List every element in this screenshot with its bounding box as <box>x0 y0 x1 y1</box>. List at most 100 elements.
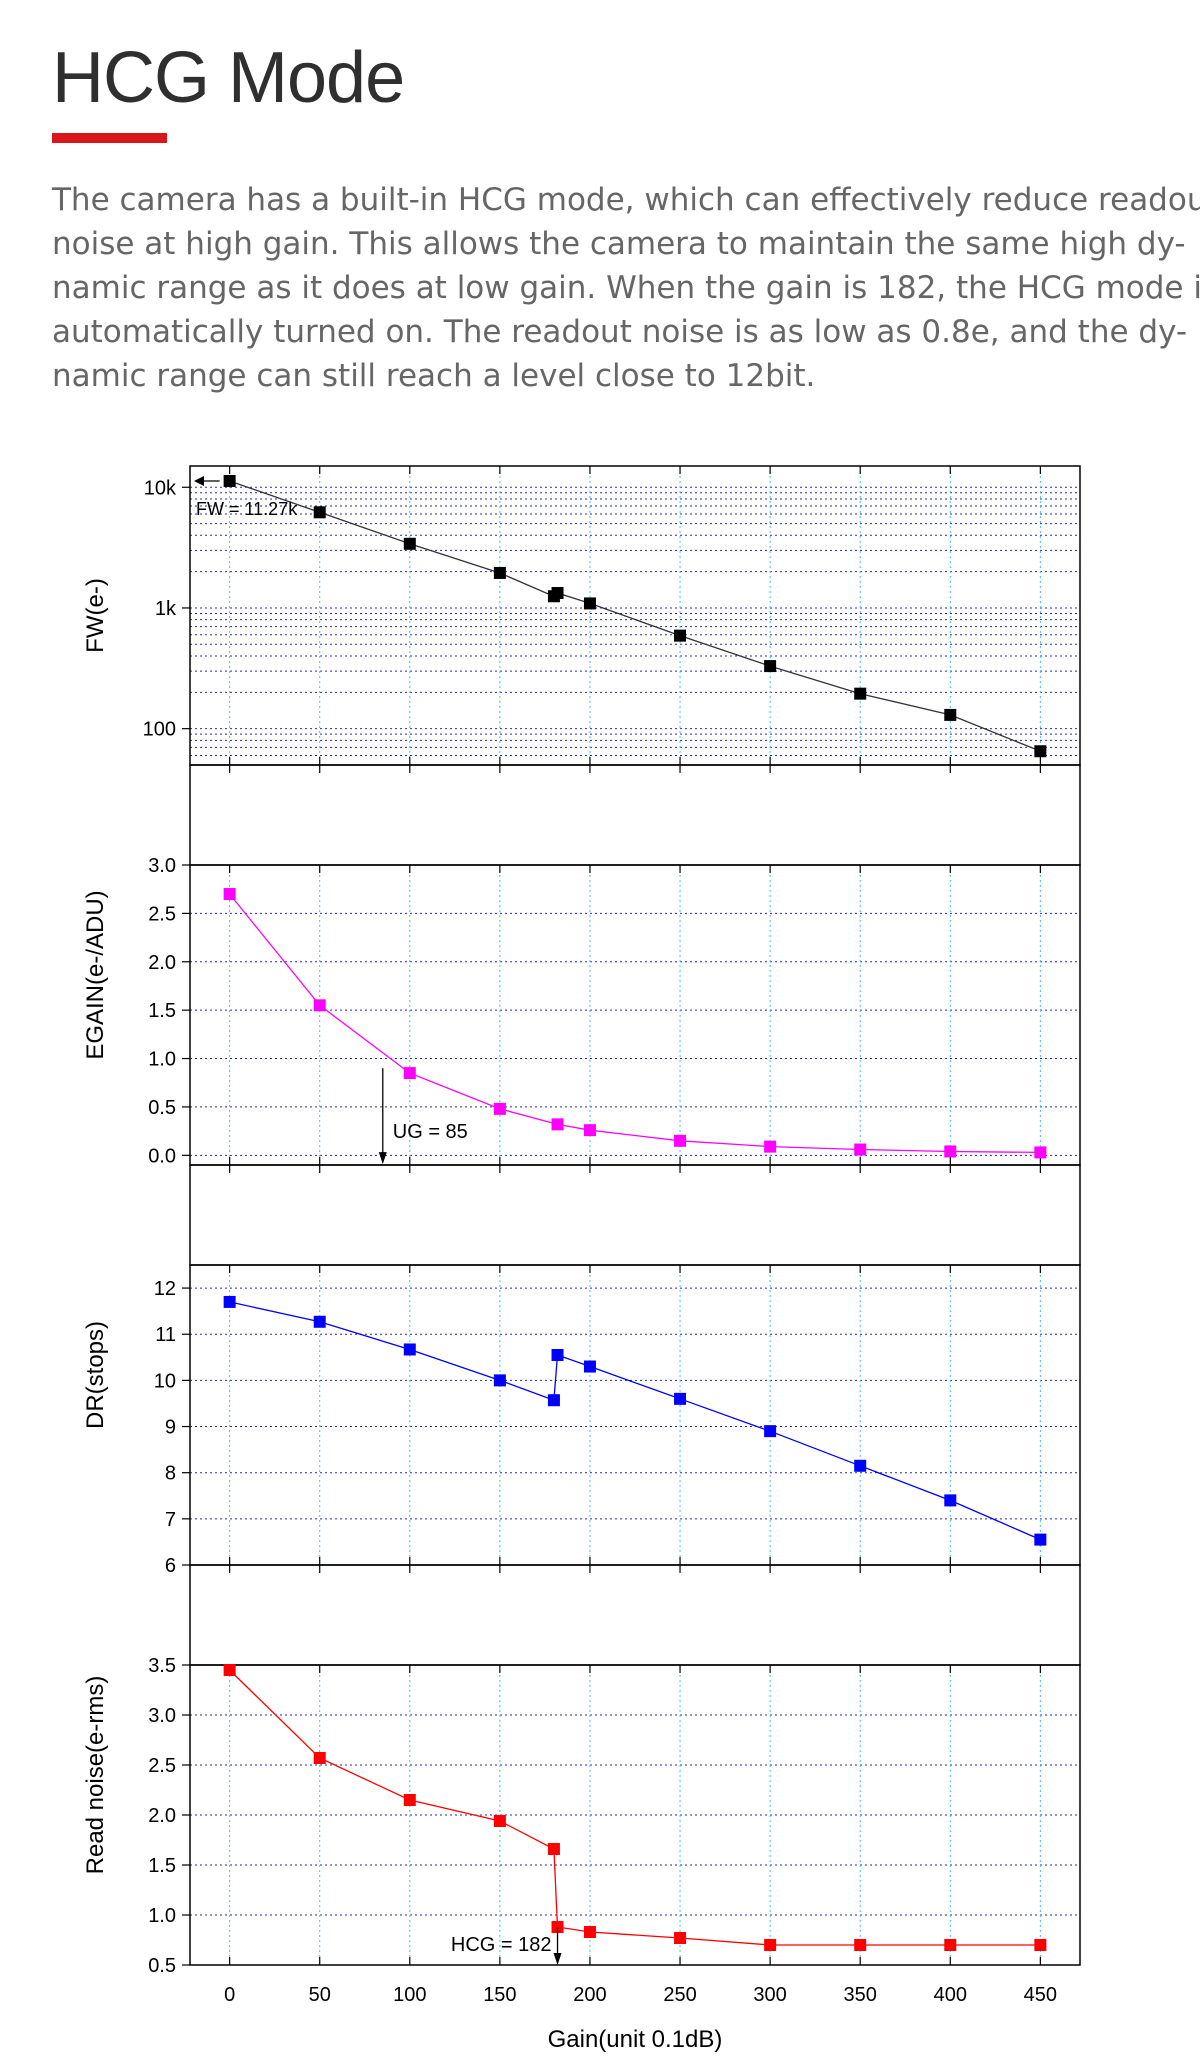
annotation-label: UG = 85 <box>393 1121 468 1143</box>
data-point <box>547 1394 560 1407</box>
data-point <box>944 708 957 721</box>
data-point <box>583 597 596 610</box>
y-axis-label: DR(stops) <box>82 1321 109 1429</box>
panel-frame <box>189 1264 1081 1566</box>
data-point <box>493 566 506 579</box>
data-point <box>313 999 326 1012</box>
data-point <box>403 1794 416 1806</box>
y-tick-label: 100 <box>143 719 176 741</box>
data-point <box>403 1343 416 1356</box>
data-point <box>403 1067 416 1080</box>
data-point <box>223 474 236 487</box>
panel-frame <box>189 864 1081 1166</box>
x-axis-label: Gain(unit 0.1dB) <box>548 2026 723 2053</box>
y-tick-label: 2.5 <box>148 903 176 925</box>
x-tick-label: 250 <box>663 1984 696 2006</box>
description-line: automatically turned on. The readout noi… <box>52 314 1188 350</box>
data-point <box>223 888 236 901</box>
data-point <box>854 1459 867 1472</box>
y-tick-label: 11 <box>155 1324 176 1346</box>
y-tick-label: 2.0 <box>148 1805 176 1827</box>
data-point <box>493 1815 506 1827</box>
description-line: namic range as it does at low gain. When… <box>52 270 1200 306</box>
title-underline <box>52 133 167 143</box>
x-tick-label: 400 <box>934 1984 967 2006</box>
y-tick-label: 1.0 <box>148 1905 176 1927</box>
data-point <box>674 1392 687 1405</box>
data-point <box>944 1145 957 1158</box>
series-line <box>229 480 1041 752</box>
x-tick-label: 50 <box>309 1984 331 2006</box>
y-tick-label: 3.0 <box>148 855 176 877</box>
data-point <box>551 1349 564 1361</box>
data-point <box>1034 1146 1047 1159</box>
x-tick-label: 300 <box>753 1984 786 2006</box>
data-point <box>547 1843 560 1855</box>
y-tick-label: 12 <box>154 1278 176 1300</box>
y-tick-label: 2.5 <box>148 1755 176 1777</box>
x-tick-label: 0 <box>224 1984 235 2006</box>
y-tick-label: 7 <box>165 1509 176 1531</box>
data-point <box>1034 1939 1047 1951</box>
x-tick-label: 450 <box>1024 1984 1057 2006</box>
spacer-frame <box>189 764 1081 866</box>
x-tick-label: 350 <box>844 1984 877 2006</box>
data-point <box>674 1932 687 1944</box>
data-point <box>551 1921 564 1933</box>
data-point <box>313 1315 326 1328</box>
data-point <box>674 1134 687 1147</box>
series-line <box>229 893 1041 1154</box>
spacer-frame <box>189 1564 1081 1666</box>
description-line: noise at high gain. This allows the came… <box>52 226 1186 262</box>
data-point <box>944 1494 957 1507</box>
data-point <box>764 660 777 673</box>
y-tick-label: 0.5 <box>148 1097 176 1119</box>
spacer-frame <box>189 1164 1081 1266</box>
annotation-label: HCG = 182 <box>451 1934 552 1956</box>
data-point <box>551 587 564 600</box>
series-line <box>229 1669 1041 1946</box>
description-line: The camera has a built-in HCG mode, whic… <box>52 182 1200 218</box>
data-point <box>551 1118 564 1131</box>
y-tick-label: 3.0 <box>148 1705 176 1727</box>
y-tick-label: 1.5 <box>148 1000 176 1022</box>
data-point <box>674 629 687 642</box>
y-tick-label: 2.0 <box>148 952 176 974</box>
y-tick-label: 9 <box>165 1417 176 1439</box>
data-point <box>403 537 416 550</box>
y-tick-label: 1k <box>155 598 177 620</box>
data-point <box>854 1143 867 1156</box>
x-tick-label: 200 <box>573 1984 606 2006</box>
y-tick-label: 10 <box>154 1370 176 1392</box>
y-tick-label: 1.5 <box>148 1855 176 1877</box>
data-point <box>313 506 326 519</box>
y-tick-label: 0.5 <box>148 1955 176 1977</box>
y-tick-label: 8 <box>165 1463 176 1485</box>
data-point <box>764 1140 777 1153</box>
series-line <box>229 1301 1041 1541</box>
y-tick-label: 0.0 <box>148 1145 176 1167</box>
data-point <box>223 1295 236 1308</box>
y-tick-label: 1.0 <box>148 1049 176 1071</box>
annotation-arrowhead <box>553 1953 562 1965</box>
description-paragraph: The camera has a built-in HCG mode, whic… <box>52 178 1200 398</box>
data-point <box>583 1360 596 1373</box>
data-point <box>583 1124 596 1137</box>
data-point <box>1034 745 1047 758</box>
annotation-arrowhead <box>378 1152 387 1165</box>
data-point <box>854 687 867 700</box>
data-point <box>854 1939 867 1951</box>
data-point <box>493 1374 506 1387</box>
x-tick-label: 150 <box>483 1984 516 2006</box>
data-point <box>493 1102 506 1115</box>
y-axis-label: FW(e-) <box>82 578 109 653</box>
annotation-arrowhead <box>194 475 204 486</box>
y-axis-label: Read noise(e-rms) <box>82 1676 109 1875</box>
data-point <box>944 1939 957 1951</box>
y-axis-label: EGAIN(e-/ADU) <box>82 890 109 1059</box>
page-title: HCG Mode <box>52 38 405 118</box>
data-point <box>583 1926 596 1938</box>
data-point <box>223 1664 236 1676</box>
data-point <box>764 1425 777 1438</box>
